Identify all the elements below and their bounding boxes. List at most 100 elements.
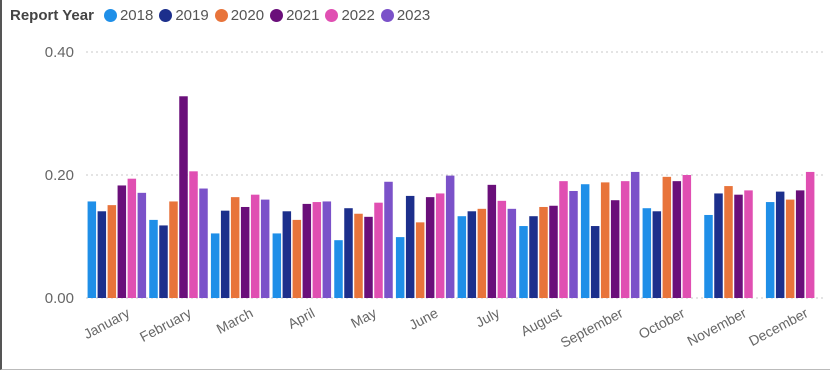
x-tick-label: May [348,305,379,332]
legend-item-2020[interactable]: 2020 [214,7,268,24]
x-tick-label: October [636,304,688,342]
bar-2019-december[interactable] [775,191,785,298]
legend-title: Report Year [10,6,94,24]
bar-2020-april[interactable] [292,219,302,298]
bar-2023-may[interactable] [384,181,393,298]
bar-2019-august[interactable] [529,216,538,298]
legend-marker [325,8,339,22]
bar-2018-july[interactable] [457,216,467,298]
bar-2018-october[interactable] [642,208,652,298]
bar-2019-may[interactable] [344,208,353,298]
x-tick-label: November [684,304,749,349]
bar-2019-march[interactable] [220,210,230,298]
bar-2018-december[interactable] [765,202,775,298]
x-tick-label: July [473,305,503,331]
bar-2023-march[interactable] [260,199,270,298]
bar-2018-april[interactable] [272,233,282,298]
bar-2022-july[interactable] [497,200,507,298]
bar-2023-august[interactable] [569,190,578,298]
bar-2021-march[interactable] [240,206,250,298]
y-tick-label: 0.00 [45,290,74,307]
bar-2023-july[interactable] [507,208,517,298]
bar-2018-february[interactable] [149,219,158,298]
legend-label: 2019 [175,6,209,24]
bar-2018-september[interactable] [580,184,590,298]
y-tick-label: 0.20 [45,167,74,184]
bar-2020-december[interactable] [785,199,795,298]
bar-2023-february[interactable] [199,188,208,298]
legend-item-2018[interactable]: 2018 [103,6,157,24]
bar-2023-april[interactable] [322,201,332,298]
legend-marker [159,8,173,22]
bar-2022-january[interactable] [127,178,137,298]
bar-2022-june[interactable] [435,193,445,298]
legend-marker [103,8,117,22]
bar-2021-november[interactable] [734,194,743,298]
bar-2019-september[interactable] [590,226,600,298]
bar-2019-october[interactable] [652,211,662,298]
bar-2020-june[interactable] [415,222,425,298]
bar-2020-july[interactable] [477,208,487,298]
legend: Report Year 2018 2019 2020 2021 2022 2023 [10,4,436,26]
bar-2022-december[interactable] [805,171,815,298]
bar-2018-march[interactable] [210,233,220,298]
bar-2021-april[interactable] [302,203,312,298]
bar-2019-july[interactable] [467,211,477,298]
legend-marker [380,8,394,22]
x-tick-label: August [518,304,564,339]
legend-label: 2022 [341,6,375,24]
legend-label: 2018 [119,6,154,24]
bar-2022-september[interactable] [620,181,630,298]
bar-2020-november[interactable] [724,186,733,298]
bar-2022-march[interactable] [250,194,260,298]
bar-2020-august[interactable] [539,206,548,298]
legend-item-2023[interactable]: 2023 [380,6,434,24]
bar-2020-may[interactable] [354,213,363,298]
bar-2022-august[interactable] [559,181,568,298]
bar-2019-april[interactable] [282,211,292,298]
bar-2020-january[interactable] [107,205,117,298]
x-tick-label: February [137,305,194,345]
bar-2018-november[interactable] [704,214,713,298]
bar-2022-november[interactable] [744,190,753,298]
bar-2020-march[interactable] [230,197,240,298]
legend-marker [214,8,228,22]
bar-2018-june[interactable] [395,237,405,298]
bar-2021-january[interactable] [117,185,127,298]
bar-2021-may[interactable] [364,216,373,298]
bar-2021-august[interactable] [549,205,558,298]
bar-2019-november[interactable] [714,193,723,298]
bar-2023-june[interactable] [445,175,455,298]
x-tick-label: March [214,305,256,337]
legend-item-2021[interactable]: 2021 [270,7,323,24]
bar-2021-september[interactable] [610,200,620,298]
bar-2019-january[interactable] [97,211,107,298]
bar-2021-december[interactable] [795,190,805,298]
bar-2018-may[interactable] [334,240,343,298]
bar-2021-october[interactable] [672,181,682,298]
bar-2021-july[interactable] [487,184,497,298]
bar-2021-june[interactable] [425,197,435,298]
bar-2023-september[interactable] [630,171,640,298]
legend-item-2019[interactable]: 2019 [159,7,212,24]
bar-2019-february[interactable] [159,225,168,298]
bar-2022-may[interactable] [374,202,383,298]
bar-2018-january[interactable] [87,201,97,298]
bar-2020-february[interactable] [169,201,178,298]
legend-label: 2023 [396,6,431,24]
bar-2020-october[interactable] [662,176,672,298]
bar-2018-august[interactable] [519,226,528,298]
bar-2022-april[interactable] [312,202,322,298]
bar-2022-february[interactable] [189,171,198,298]
x-tick-label: April [285,305,317,332]
bar-2019-june[interactable] [405,195,415,298]
legend-marker [270,8,284,22]
legend-item-2022[interactable]: 2022 [325,7,378,24]
bar-2020-september[interactable] [600,182,610,298]
bar-2023-january[interactable] [137,192,147,298]
bar-2021-february[interactable] [179,96,188,298]
bar-2022-october[interactable] [682,175,692,298]
x-tick-label: June [406,304,441,332]
